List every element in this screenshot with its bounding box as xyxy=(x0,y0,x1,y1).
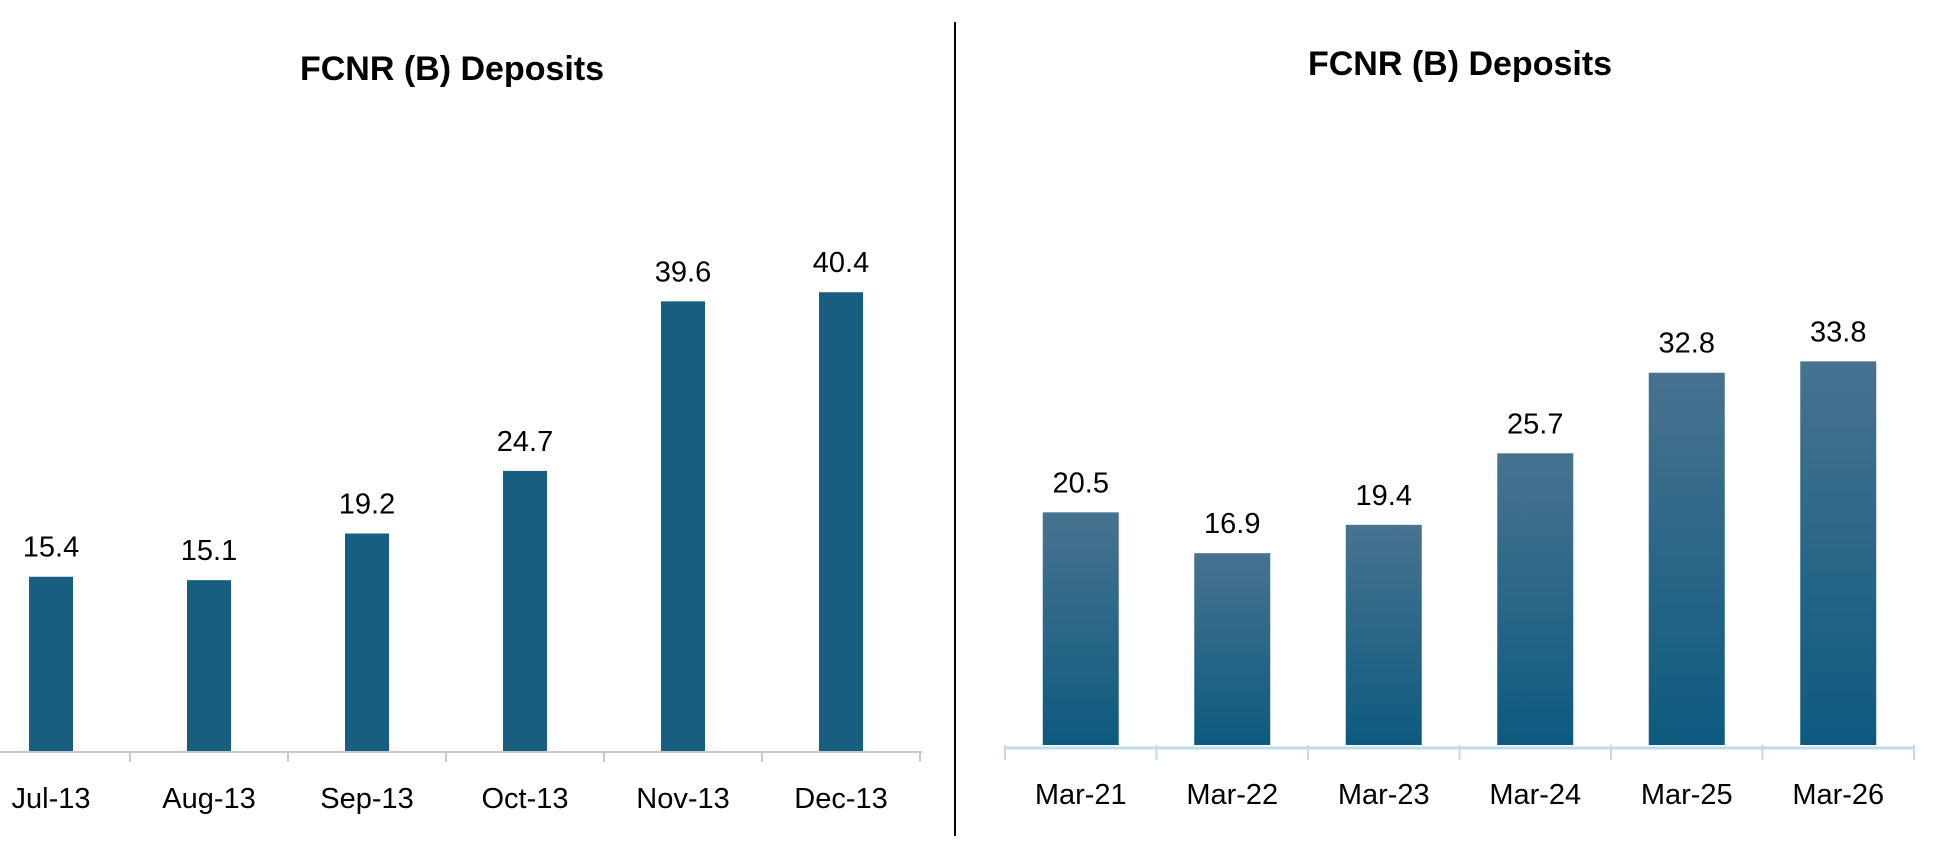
right-bar xyxy=(1800,361,1877,745)
left-data-label: 39.6 xyxy=(655,256,711,288)
left-data-label: 40.4 xyxy=(813,247,869,279)
left-bar xyxy=(819,292,863,752)
right-category-label: Mar-24 xyxy=(1489,779,1581,811)
right-category-label: Mar-22 xyxy=(1186,779,1278,811)
right-bar xyxy=(1194,553,1271,745)
left-data-label: 15.4 xyxy=(23,532,79,564)
right-category-label: Mar-26 xyxy=(1792,779,1884,811)
left-data-label: 19.2 xyxy=(339,489,395,521)
right-chart-title: FCNR (B) Deposits xyxy=(1308,45,1612,83)
right-category-label: Mar-23 xyxy=(1338,779,1430,811)
left-bar xyxy=(29,576,73,752)
right-bar xyxy=(1497,453,1574,745)
right-bar xyxy=(1345,524,1422,745)
left-category-label: Nov-13 xyxy=(636,783,730,815)
left-category-label: Jul-13 xyxy=(12,783,91,815)
left-bar xyxy=(661,301,705,752)
left-bar xyxy=(503,470,547,752)
right-category-label: Mar-25 xyxy=(1641,779,1733,811)
right-bar xyxy=(1042,512,1119,745)
right-data-label: 32.8 xyxy=(1659,328,1715,360)
left-category-label: Sep-13 xyxy=(320,783,414,815)
left-category-label: Aug-13 xyxy=(162,783,256,815)
left-bar xyxy=(187,580,231,752)
left-bar xyxy=(345,533,389,752)
right-category-label: Mar-21 xyxy=(1035,779,1127,811)
right-data-label: 19.4 xyxy=(1356,480,1412,512)
left-category-label: Dec-13 xyxy=(794,783,888,815)
right-data-label: 20.5 xyxy=(1053,467,1109,499)
left-data-label: 15.1 xyxy=(181,535,237,567)
right-data-label: 16.9 xyxy=(1204,508,1260,540)
left-chart-title: FCNR (B) Deposits xyxy=(300,50,604,88)
right-data-label: 25.7 xyxy=(1507,408,1563,440)
right-chart: FCNR (B) Deposits 20.5 16.9 19.4 25.7 32.8 33… xyxy=(1004,45,1915,811)
left-chart: FCNR (B) Deposits 15.4 15.1 19.2 24.7 39.6 40… xyxy=(0,50,922,815)
right-data-label: 33.8 xyxy=(1810,316,1866,348)
left-category-label: Oct-13 xyxy=(481,783,568,815)
left-data-label: 24.7 xyxy=(497,426,553,458)
right-bar xyxy=(1648,372,1725,745)
